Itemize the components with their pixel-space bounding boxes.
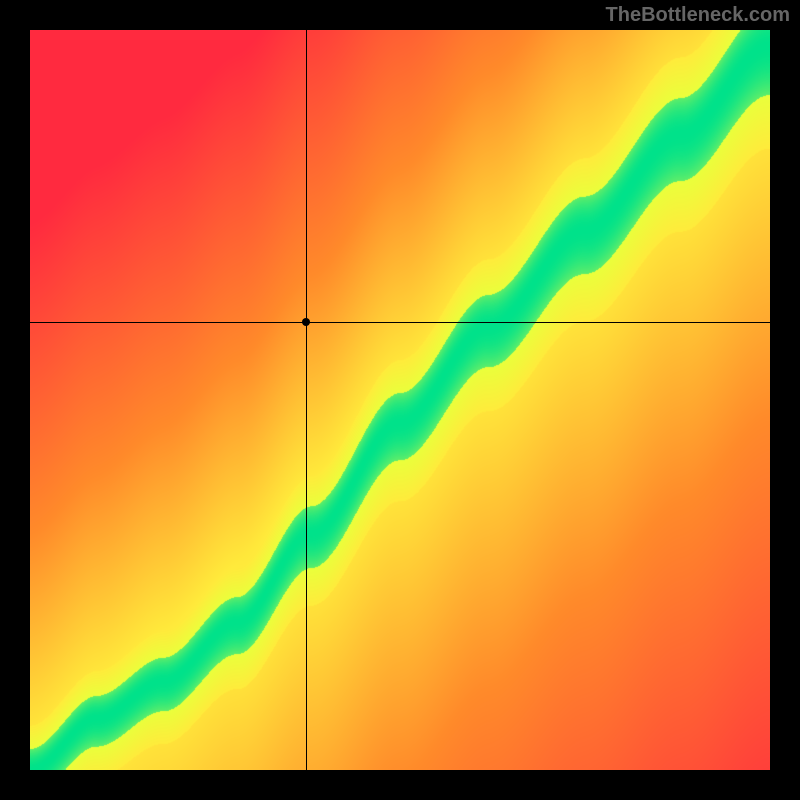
heatmap-canvas bbox=[30, 30, 770, 770]
crosshair-vertical bbox=[306, 30, 307, 770]
heatmap-plot bbox=[30, 30, 770, 770]
watermark-text: TheBottleneck.com bbox=[606, 4, 790, 27]
data-point-marker bbox=[302, 318, 310, 326]
crosshair-horizontal bbox=[30, 322, 770, 323]
